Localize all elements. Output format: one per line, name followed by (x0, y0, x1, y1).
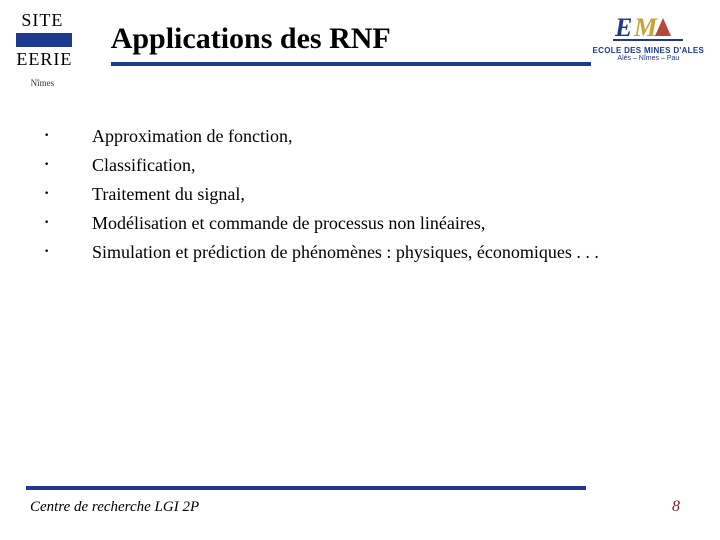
bullet-item: ·Classification, (44, 153, 700, 177)
svg-text:M: M (633, 13, 658, 42)
logo-right: E M ECOLE DES MINES D'ALES Alès – Nîmes … (591, 10, 706, 62)
bullet-dot-icon: · (44, 182, 92, 206)
logo-left-line2: EERIE (16, 49, 68, 70)
bullet-item: ·Traitement du signal, (44, 182, 700, 206)
title-underline (111, 62, 591, 66)
bullet-dot-icon: · (44, 211, 92, 235)
page-number: 8 (672, 498, 680, 516)
bullet-item: ·Simulation et prédiction de phénomènes … (44, 240, 700, 264)
content-area: ·Approximation de fonction,·Classificati… (0, 88, 720, 264)
bullet-dot-icon: · (44, 240, 92, 264)
svg-text:E: E (614, 13, 632, 42)
logo-right-cities: Alès – Nîmes – Pau (617, 55, 679, 62)
logo-left-bar (16, 33, 72, 47)
header: SITE EERIE Nîmes Applications des RNF E … (0, 0, 720, 88)
logo-left: SITE EERIE Nîmes (14, 10, 71, 88)
logo-left-line1: SITE (16, 10, 68, 31)
footer-line (26, 486, 586, 490)
logo-left-subtext: Nîmes (31, 78, 55, 88)
ema-logo-icon: E M (613, 10, 683, 44)
bullet-text: Approximation de fonction, (92, 124, 292, 148)
bullet-list: ·Approximation de fonction,·Classificati… (44, 124, 700, 264)
bullet-text: Simulation et prédiction de phénomènes :… (92, 240, 599, 264)
bullet-item: ·Modélisation et commande de processus n… (44, 211, 700, 235)
bullet-dot-icon: · (44, 153, 92, 177)
bullet-text: Modélisation et commande de processus no… (92, 211, 485, 235)
title-block: Applications des RNF (71, 10, 591, 66)
bullet-item: ·Approximation de fonction, (44, 124, 700, 148)
footer-center-label: Centre de recherche LGI 2P (26, 499, 199, 516)
page-title: Applications des RNF (111, 22, 591, 56)
bullet-text: Traitement du signal, (92, 182, 245, 206)
bullet-text: Classification, (92, 153, 195, 177)
footer: Centre de recherche LGI 2P 8 (0, 486, 720, 516)
logo-right-school: ECOLE DES MINES D'ALES (593, 46, 705, 55)
bullet-dot-icon: · (44, 124, 92, 148)
